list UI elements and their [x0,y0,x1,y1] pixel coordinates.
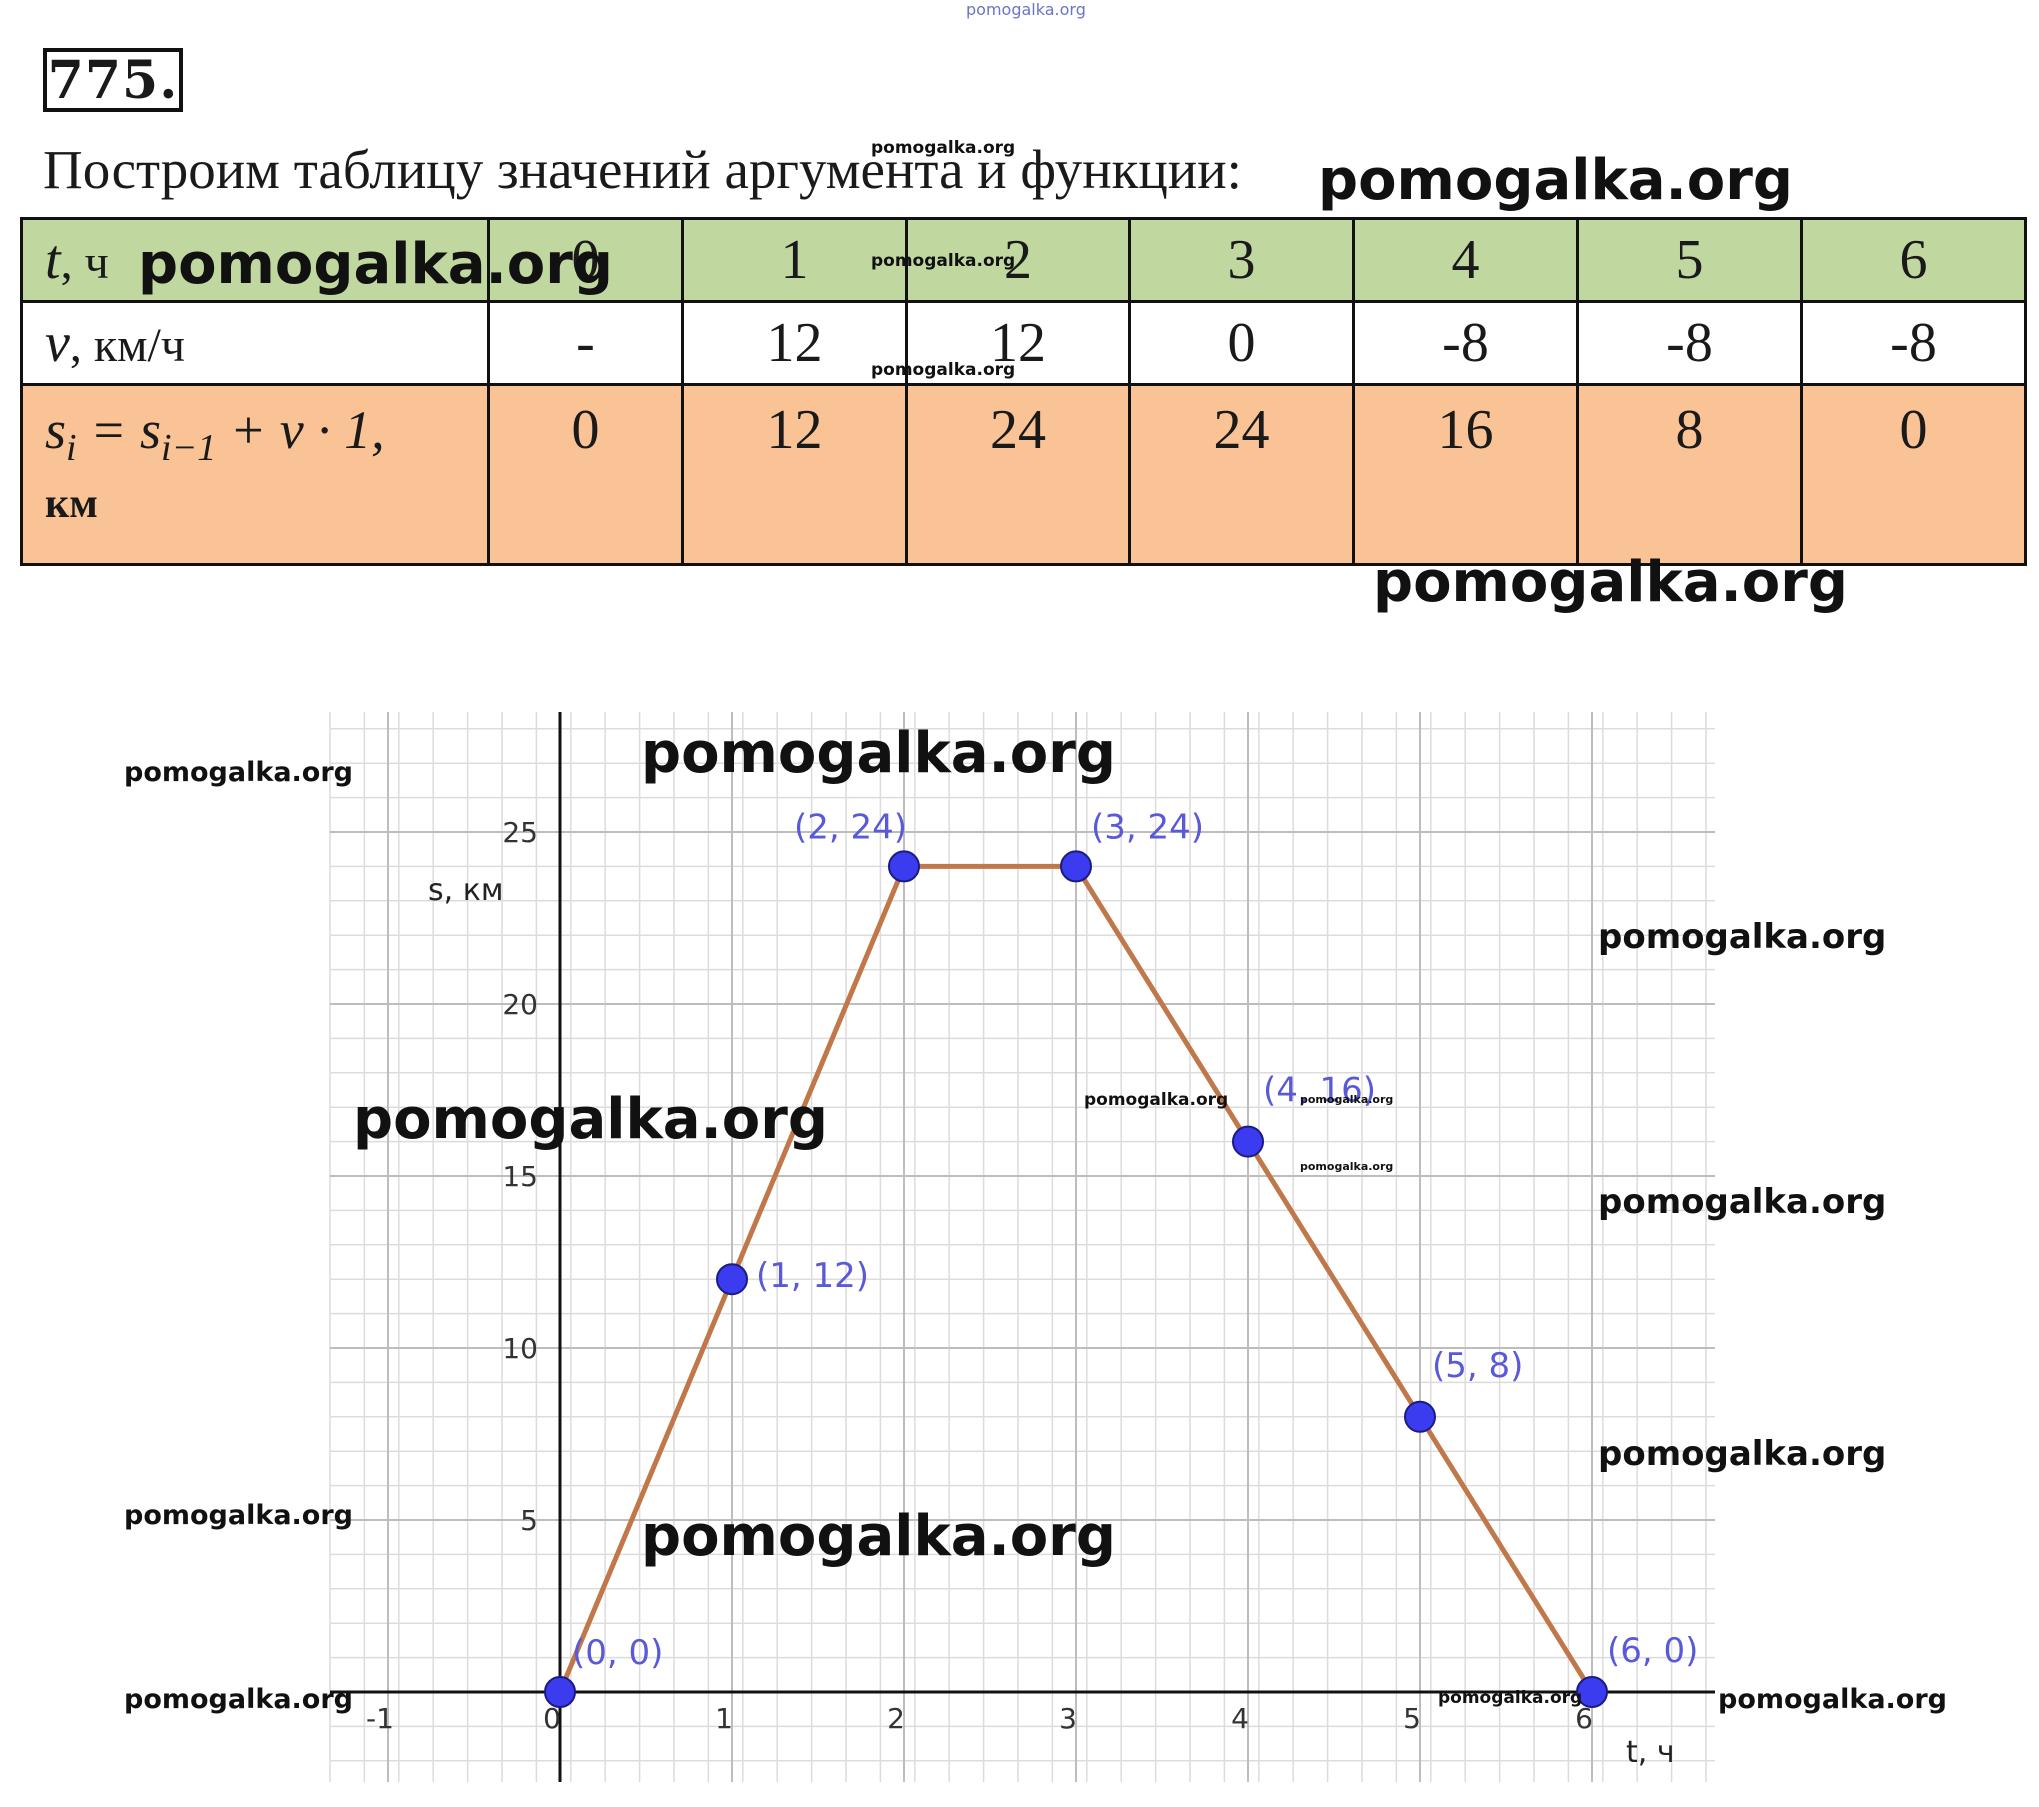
table-cell: 4 [1352,217,1579,303]
recurrence-formula: si = si−1 + v · 1, [45,400,385,469]
point-label: (1, 12) [756,1256,869,1296]
watermark: pomogalka.org [1373,550,1848,615]
watermark: pomogalka.org [1598,917,1887,957]
data-point [716,1263,748,1296]
table-row-t: t, ч 0 1 2 3 4 5 6 [20,217,2027,303]
y-tick-label: 5 [520,1504,538,1537]
point-label: (4, 16) [1263,1071,1376,1111]
data-points [544,850,1608,1708]
data-point [1576,1676,1608,1708]
table-cell: 5 [1576,217,1803,303]
watermark: pomogalka.org [1300,1093,1394,1106]
table-cell: 3 [1128,217,1355,303]
x-tick-label: 1 [715,1702,733,1735]
y-tick-label: 20 [502,988,538,1021]
data-point [1060,850,1092,883]
point-label: (2, 24) [794,807,907,847]
point-labels: (0, 0) (1, 12) (2, 24) (3, 24) (4, 16) (5, 8)… [572,807,1698,1673]
x-tick-label: 3 [1059,1702,1077,1735]
y-axis-title: s, км [428,873,503,908]
watermark: pomogalka.org [1598,1182,1887,1222]
row-header-t: t, ч [20,217,490,303]
watermark: pomogalka.org [353,1087,828,1152]
values-table: t, ч 0 1 2 3 4 5 6 v, км/ч - 12 12 0 -8 … [20,217,2027,566]
row-header-s: si = si−1 + v · 1, км [20,383,490,566]
watermark: pomogalka.org [1084,1090,1229,1110]
data-point [1232,1125,1264,1158]
y-tick-label: 25 [502,816,538,849]
data-point [544,1676,576,1708]
row-header-v: v, км/ч [20,300,490,386]
table-cell: 2 [905,217,1131,303]
table-cell: 0 [487,217,684,303]
table-cell: 1 [681,217,908,303]
table-cell: 8 [1576,383,1803,566]
x-tick-label: 6 [1575,1702,1593,1735]
intro-text: Построим таблицу значений аргумента и фу… [43,139,1242,200]
table-cell: - [487,300,684,386]
table-cell: 12 [681,383,908,566]
watermark: pomogalka.org [871,360,1016,380]
watermark: pomogalka.org [1438,1688,1583,1708]
x-tick-label: 4 [1231,1702,1249,1735]
x-tick-label: 0 [543,1702,561,1735]
point-label: (0, 0) [572,1633,663,1673]
point-label: (6, 0) [1607,1631,1698,1671]
watermark: pomogalka.org [124,1500,353,1531]
table-cell: 24 [1128,383,1355,566]
table-cell: 0 [487,383,684,566]
y-tick-label: 10 [502,1332,538,1365]
watermark: pomogalka.org [871,138,1016,158]
grid [329,712,1715,1782]
x-tick-label: 5 [1403,1702,1421,1735]
data-point [1404,1400,1436,1433]
table-cell: 16 [1352,383,1579,566]
table-row-s: si = si−1 + v · 1, км 0 12 24 24 16 8 0 [20,383,2027,566]
watermark: pomogalka.org [1718,1684,1947,1715]
table-row-v: v, км/ч - 12 12 0 -8 -8 -8 [20,300,2027,386]
table-cell: 12 [681,300,908,386]
data-point [888,850,920,883]
watermark: pomogalka.org [1318,148,1793,213]
x-axis-title: t, ч [1626,1735,1675,1770]
table-cell: -8 [1576,300,1803,386]
table-cell: -8 [1800,300,2027,386]
watermark: pomogalka.org [1598,1434,1887,1474]
tick-labels: -1 0 1 2 3 4 5 6 5 10 15 20 25 [366,816,1593,1735]
table-cell: 12 [905,300,1131,386]
point-label: (5, 8) [1432,1346,1523,1386]
table-cell: 24 [905,383,1131,566]
x-tick-label: -1 [366,1702,394,1735]
watermark: pomogalka.org [124,757,353,788]
axes [330,712,1715,1782]
watermark: pomogalka.org [124,1684,353,1715]
point-label: (3, 24) [1091,807,1204,847]
table-cell: 0 [1800,383,2027,566]
watermark: pomogalka.org [871,251,1016,271]
watermark: pomogalka.org [138,232,613,297]
table-cell: -8 [1352,300,1579,386]
table-cell: 0 [1128,300,1355,386]
problem-number: 775. [43,48,183,112]
watermark: pomogalka.org [966,0,1086,19]
x-tick-label: 2 [887,1702,905,1735]
watermark: pomogalka.org [1300,1160,1394,1173]
y-tick-label: 15 [502,1160,538,1193]
table-cell: 6 [1800,217,2027,303]
watermark: pomogalka.org [641,721,1116,786]
watermark: pomogalka.org [641,1504,1116,1569]
